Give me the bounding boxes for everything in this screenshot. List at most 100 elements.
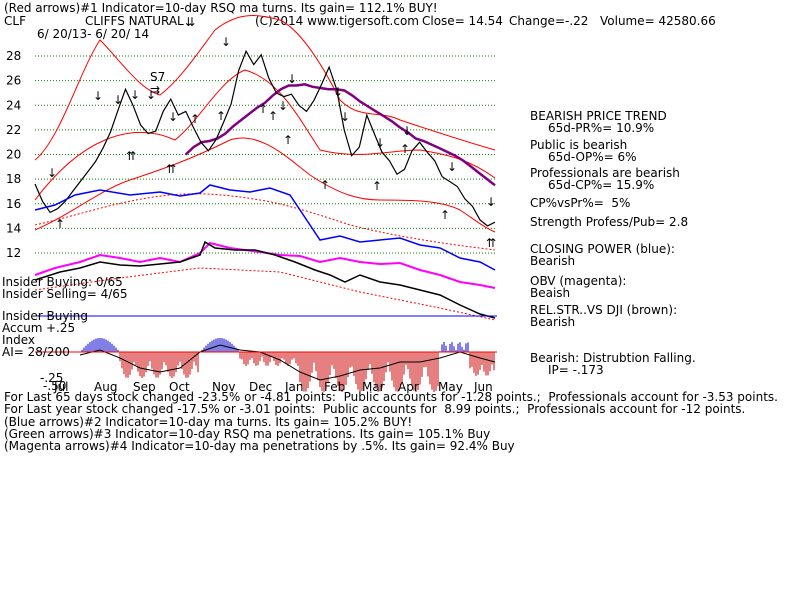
accum-bottom-value: -.25	[40, 371, 63, 385]
insider-buying-label: Insider Buying	[2, 309, 88, 323]
footer-last-year: For Last year stock changed -17.5% or -3…	[4, 402, 745, 416]
magenta-double-down-icon: ⇊	[185, 15, 195, 29]
pros-title: Professionals are bearish	[530, 166, 680, 180]
y-tick-label: 14	[6, 221, 21, 235]
accum-top-value: +.25	[46, 321, 75, 335]
distribution-label: Bearish: Distrubtion Falling.	[530, 351, 696, 365]
blue-arrow-up-icon: ↑	[283, 133, 293, 147]
red-arrow-up-icon: ↑	[372, 179, 382, 193]
ai-value: AI= 28/200	[2, 345, 70, 359]
red-arrow-up-icon: ↑	[258, 102, 268, 116]
accum-label: Accum	[2, 321, 43, 335]
cp-value: 65d-CP%= 15.9%	[548, 178, 654, 192]
insider-buying-count: Insider Buying: 0/65	[2, 275, 123, 289]
y-tick-label: 24	[6, 98, 21, 112]
mid-band	[34, 69, 496, 201]
upper-band	[34, 15, 496, 161]
close-value: Close= 14.54	[422, 14, 503, 28]
index-label: Index	[2, 333, 35, 347]
x-axis-months: Jul Aug Sep Oct Nov Dec Jan Feb Mar Apr May Jun	[53, 380, 493, 394]
obv-value: Beaish	[530, 286, 570, 300]
red-arrow-down-icon: ↓	[340, 110, 350, 124]
lower-dotted-band	[34, 193, 496, 251]
y-tick-label: 20	[6, 148, 21, 162]
y-tick-label: 28	[6, 49, 21, 63]
red-arrow-down-icon: ↓	[168, 110, 178, 124]
red-arrow-down-icon: ↓	[278, 99, 288, 113]
footer-blue-arrows: (Blue arrows)#2 Indicator=10-day ma turn…	[4, 415, 412, 429]
red-arrow-down-icon: ↓	[93, 89, 103, 103]
blue-arrow-down-icon: ↓	[221, 35, 231, 49]
closing-power-line	[34, 184, 496, 271]
accum-mid-value: -.50	[43, 379, 66, 393]
blue-arrow-down-icon: ↓	[47, 166, 57, 180]
blue-arrow-down-icon: ↓	[287, 72, 297, 86]
red-double-up-icon: ⇈	[166, 162, 176, 176]
y-tick-label: 26	[6, 74, 21, 88]
ma21-series	[184, 83, 496, 187]
y-axis-ticks: 12 14 16 18 20 22 24 26 28	[6, 49, 21, 260]
red-arrow-down-icon: ↓	[402, 124, 412, 138]
red-arrow-down-icon: ↓	[130, 88, 140, 102]
signal-arrows: ↓ ↑ ↓ ↓ ↓ ↓ ⇈ ⇈ ↓ ↑ ⇊ ↓ ↑ ↑ ↓ ↑ ↓ ↑ ↓ ↓ …	[47, 15, 496, 250]
relstr-value: Bearish	[530, 315, 575, 329]
obv-label: OBV (magenta):	[530, 274, 626, 288]
indicator1-title: (Red arrows)#1 Indicator=10-day RSQ ma t…	[4, 1, 438, 15]
op-value: 65d-OP%= 6%	[548, 150, 637, 164]
blue-arrow-down-icon: ↓	[146, 88, 156, 102]
x-tick-label: Apr	[398, 380, 419, 394]
y-tick-label: 12	[6, 246, 21, 260]
footer-65-days: For Last 65 days stock changed -23.5% or…	[4, 390, 778, 404]
price-gridlines	[35, 55, 495, 254]
footer-green-arrows: (Green arrows)#3 Indicator=10-day RSQ ma…	[4, 427, 490, 441]
magenta-double-up-icon: ⇉	[150, 83, 160, 97]
x-tick-label: May	[438, 380, 463, 394]
company-name: CLIFFS NATURAL	[85, 14, 184, 28]
closing-power-label: CLOSING POWER (blue):	[530, 242, 675, 256]
x-tick-label: Jun	[473, 380, 493, 394]
red-arrow-up-icon: ↑	[440, 208, 450, 222]
public-title: Public is bearish	[530, 138, 627, 152]
relative-strength-line	[34, 240, 496, 319]
red-arrow-down-icon: ↓	[486, 195, 496, 209]
relative-strength-dotted	[34, 267, 496, 321]
x-tick-label: Nov	[212, 380, 235, 394]
red-double-up-icon: ⇈	[126, 149, 136, 163]
red-arrow-down-icon: ↓	[375, 136, 385, 150]
strength-value: Strength Profess/Pub= 2.8	[530, 215, 688, 229]
x-tick-label: Feb	[324, 380, 345, 394]
red-double-up-icon: ⇈	[486, 236, 496, 250]
x-tick-label: Aug	[94, 380, 117, 394]
x-tick-label: Jul	[53, 380, 68, 394]
accumulation-ma-line	[79, 344, 496, 381]
accumulation-index-bars	[81, 338, 495, 392]
red-arrow-up-icon: ↑	[190, 112, 200, 126]
trend-title: BEARISH PRICE TREND	[530, 109, 667, 123]
volume-value: Volume= 42580.66	[600, 14, 716, 28]
moving-average-line	[184, 83, 496, 187]
s7-label: S7	[150, 70, 165, 84]
x-tick-label: Sep	[133, 380, 156, 394]
x-tick-label: Oct	[169, 380, 190, 394]
red-arrow-up-icon: ↑	[216, 109, 226, 123]
x-tick-label: Mar	[362, 380, 385, 394]
y-tick-label: 22	[6, 123, 21, 137]
date-range: 6/ 20/13- 6/ 20/ 14	[37, 27, 149, 41]
red-arrow-down-icon: ↓	[447, 160, 457, 174]
red-arrow-up-icon: ↑	[268, 109, 278, 123]
red-arrow-down-icon: ↓	[113, 93, 123, 107]
ip-value: IP= -.173	[548, 363, 604, 377]
magenta-arrow-down-icon: ↓	[333, 85, 343, 99]
pr-value: 65d-PR%= 10.9%	[548, 121, 654, 135]
relstr-label: REL.STR..VS DJI (brown):	[530, 303, 677, 317]
insider-selling-count: Insider Selling= 4/65	[2, 287, 128, 301]
blue-arrow-up-icon: ↑	[55, 217, 65, 231]
footer-magenta-arrows: (Magenta arrows)#4 Indicator=10-day ma p…	[4, 439, 515, 453]
y-tick-label: 16	[6, 197, 21, 211]
lower-band	[34, 137, 496, 233]
price-series	[34, 49, 496, 227]
copyright: (C)2014 www.tigersoft.com	[255, 14, 419, 28]
ticker: CLF	[4, 14, 26, 28]
y-tick-label: 18	[6, 172, 21, 186]
